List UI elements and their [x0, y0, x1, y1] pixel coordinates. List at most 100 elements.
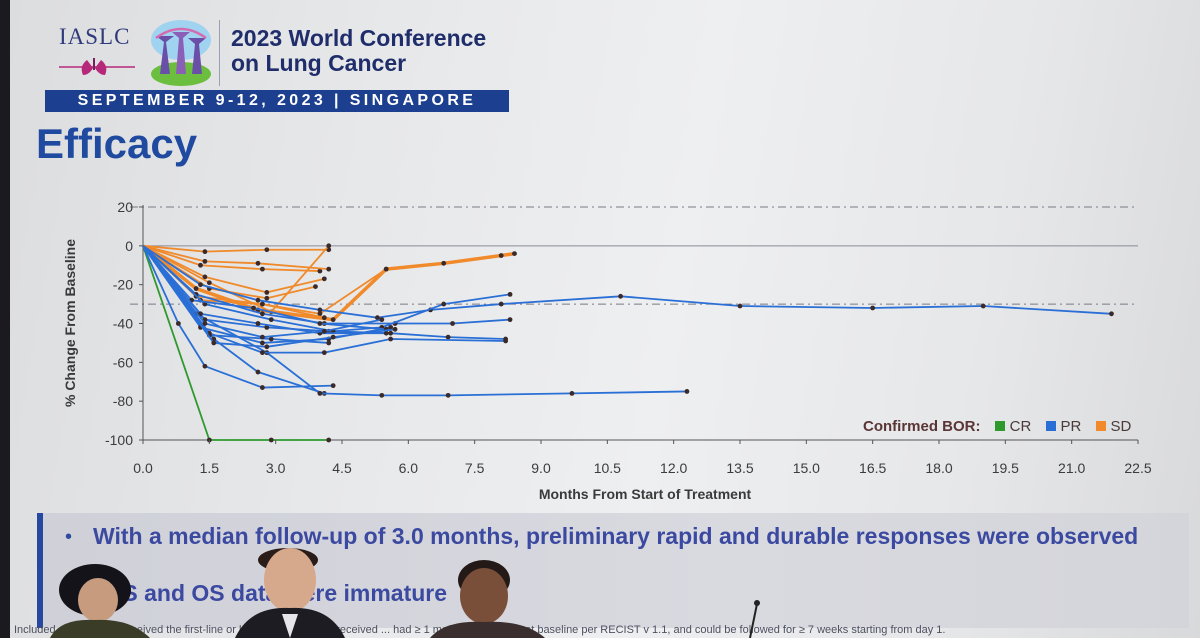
series-point — [260, 311, 265, 317]
chart-legend: Confirmed BOR: CR PR SD — [863, 418, 1131, 435]
x-tick-label: 9.0 — [531, 460, 551, 476]
series-point — [379, 317, 385, 323]
series-point — [569, 391, 575, 396]
series-point — [264, 344, 270, 350]
legend-swatch-pr — [1045, 421, 1056, 431]
lungs-logo-icon — [59, 58, 135, 75]
series-line — [142, 244, 329, 271]
y-tick-label: 0 — [125, 238, 133, 254]
conference-title: 2023 World Conference on Lung Cancer — [231, 26, 531, 76]
series-point — [260, 385, 265, 390]
series-point — [498, 301, 504, 307]
legend-label-pr: PR — [1060, 418, 1082, 435]
patient-series — [141, 243, 1114, 443]
y-tick-label: -100 — [105, 432, 133, 448]
slide-footnote: Included patients had received the first… — [14, 624, 946, 636]
series-point — [379, 392, 385, 398]
series-point — [737, 303, 743, 309]
patient-series-sd — [142, 245, 327, 295]
series-point — [383, 330, 389, 336]
patient-series-sd — [142, 244, 332, 272]
series-point — [317, 391, 323, 396]
series-point — [264, 247, 270, 253]
series-line — [142, 245, 330, 313]
series-point — [388, 336, 394, 342]
x-tick-label: 22.5 — [1124, 460, 1151, 476]
conference-title-line1: 2023 World Conference — [231, 25, 487, 51]
series-point — [1109, 311, 1114, 317]
series-point — [198, 311, 203, 317]
series-line — [142, 245, 329, 441]
series-point — [445, 392, 451, 398]
series-point — [330, 317, 336, 323]
legend-label-sd: SD — [1110, 418, 1132, 435]
legend-item-sd: SD — [1095, 418, 1132, 435]
series-point — [202, 321, 208, 326]
x-tick-label: 12.0 — [660, 460, 687, 476]
series-point — [441, 301, 447, 307]
x-tick-label: 15.0 — [793, 460, 820, 476]
series-point — [317, 268, 323, 274]
x-tick-label: 0.0 — [133, 460, 153, 476]
series-point — [264, 290, 270, 295]
series-line — [142, 244, 320, 272]
x-tick-label: 6.0 — [399, 460, 419, 476]
series-point — [198, 262, 203, 268]
series-point — [321, 276, 327, 282]
patient-series-sd — [142, 244, 332, 255]
series-point — [198, 282, 203, 288]
series-point — [251, 305, 256, 311]
series-point — [255, 321, 261, 326]
x-tick-label: 19.5 — [992, 460, 1019, 476]
series-point — [260, 350, 265, 356]
patient-series-pr — [142, 245, 336, 390]
x-tick-label: 13.5 — [726, 460, 753, 476]
series-point — [512, 251, 517, 256]
series-point — [450, 321, 455, 326]
legend-label-cr: CR — [1009, 418, 1032, 435]
patient-series-pr — [142, 245, 398, 350]
patient-series-pr — [142, 245, 385, 340]
series-point — [255, 260, 261, 266]
series-point — [330, 383, 336, 389]
series-point — [980, 303, 986, 309]
series-point — [202, 274, 208, 280]
series-point — [211, 340, 217, 346]
y-tick-label: -40 — [113, 316, 133, 332]
series-point — [268, 336, 274, 342]
series-point — [260, 301, 265, 307]
slide-title: Efficacy — [36, 120, 198, 167]
series-point — [326, 243, 332, 249]
y-tick-label: -20 — [113, 277, 133, 293]
series-point — [392, 326, 398, 332]
series-point — [374, 315, 380, 321]
series-point — [317, 307, 323, 313]
series-point — [618, 293, 623, 299]
legend-swatch-cr — [994, 421, 1005, 431]
series-point — [498, 253, 504, 258]
logo-separator — [219, 20, 220, 86]
patient-series-sd — [141, 244, 517, 323]
date-location-banner: SEPTEMBER 9-12, 2023 | SINGAPORE — [45, 90, 509, 112]
series-point — [260, 340, 265, 346]
x-tick-label: 10.5 — [594, 460, 621, 476]
series-line — [142, 245, 506, 354]
legend-item-pr: PR — [1045, 418, 1082, 435]
series-point — [175, 321, 181, 326]
x-axis-label: Months From Start of Treatment — [539, 486, 752, 502]
series-point — [383, 266, 389, 272]
series-point — [202, 258, 208, 264]
series-point — [684, 389, 690, 394]
series-line — [142, 244, 329, 253]
series-point — [321, 315, 327, 321]
series-point — [193, 286, 199, 291]
series-line — [142, 245, 325, 294]
reference-lines — [130, 206, 1138, 305]
series-point — [330, 334, 336, 340]
series-point — [255, 297, 261, 303]
x-tick-label: 3.0 — [266, 460, 286, 476]
series-point — [260, 334, 265, 340]
x-tick-label: 7.5 — [465, 460, 485, 476]
patient-series-sd — [142, 244, 323, 274]
